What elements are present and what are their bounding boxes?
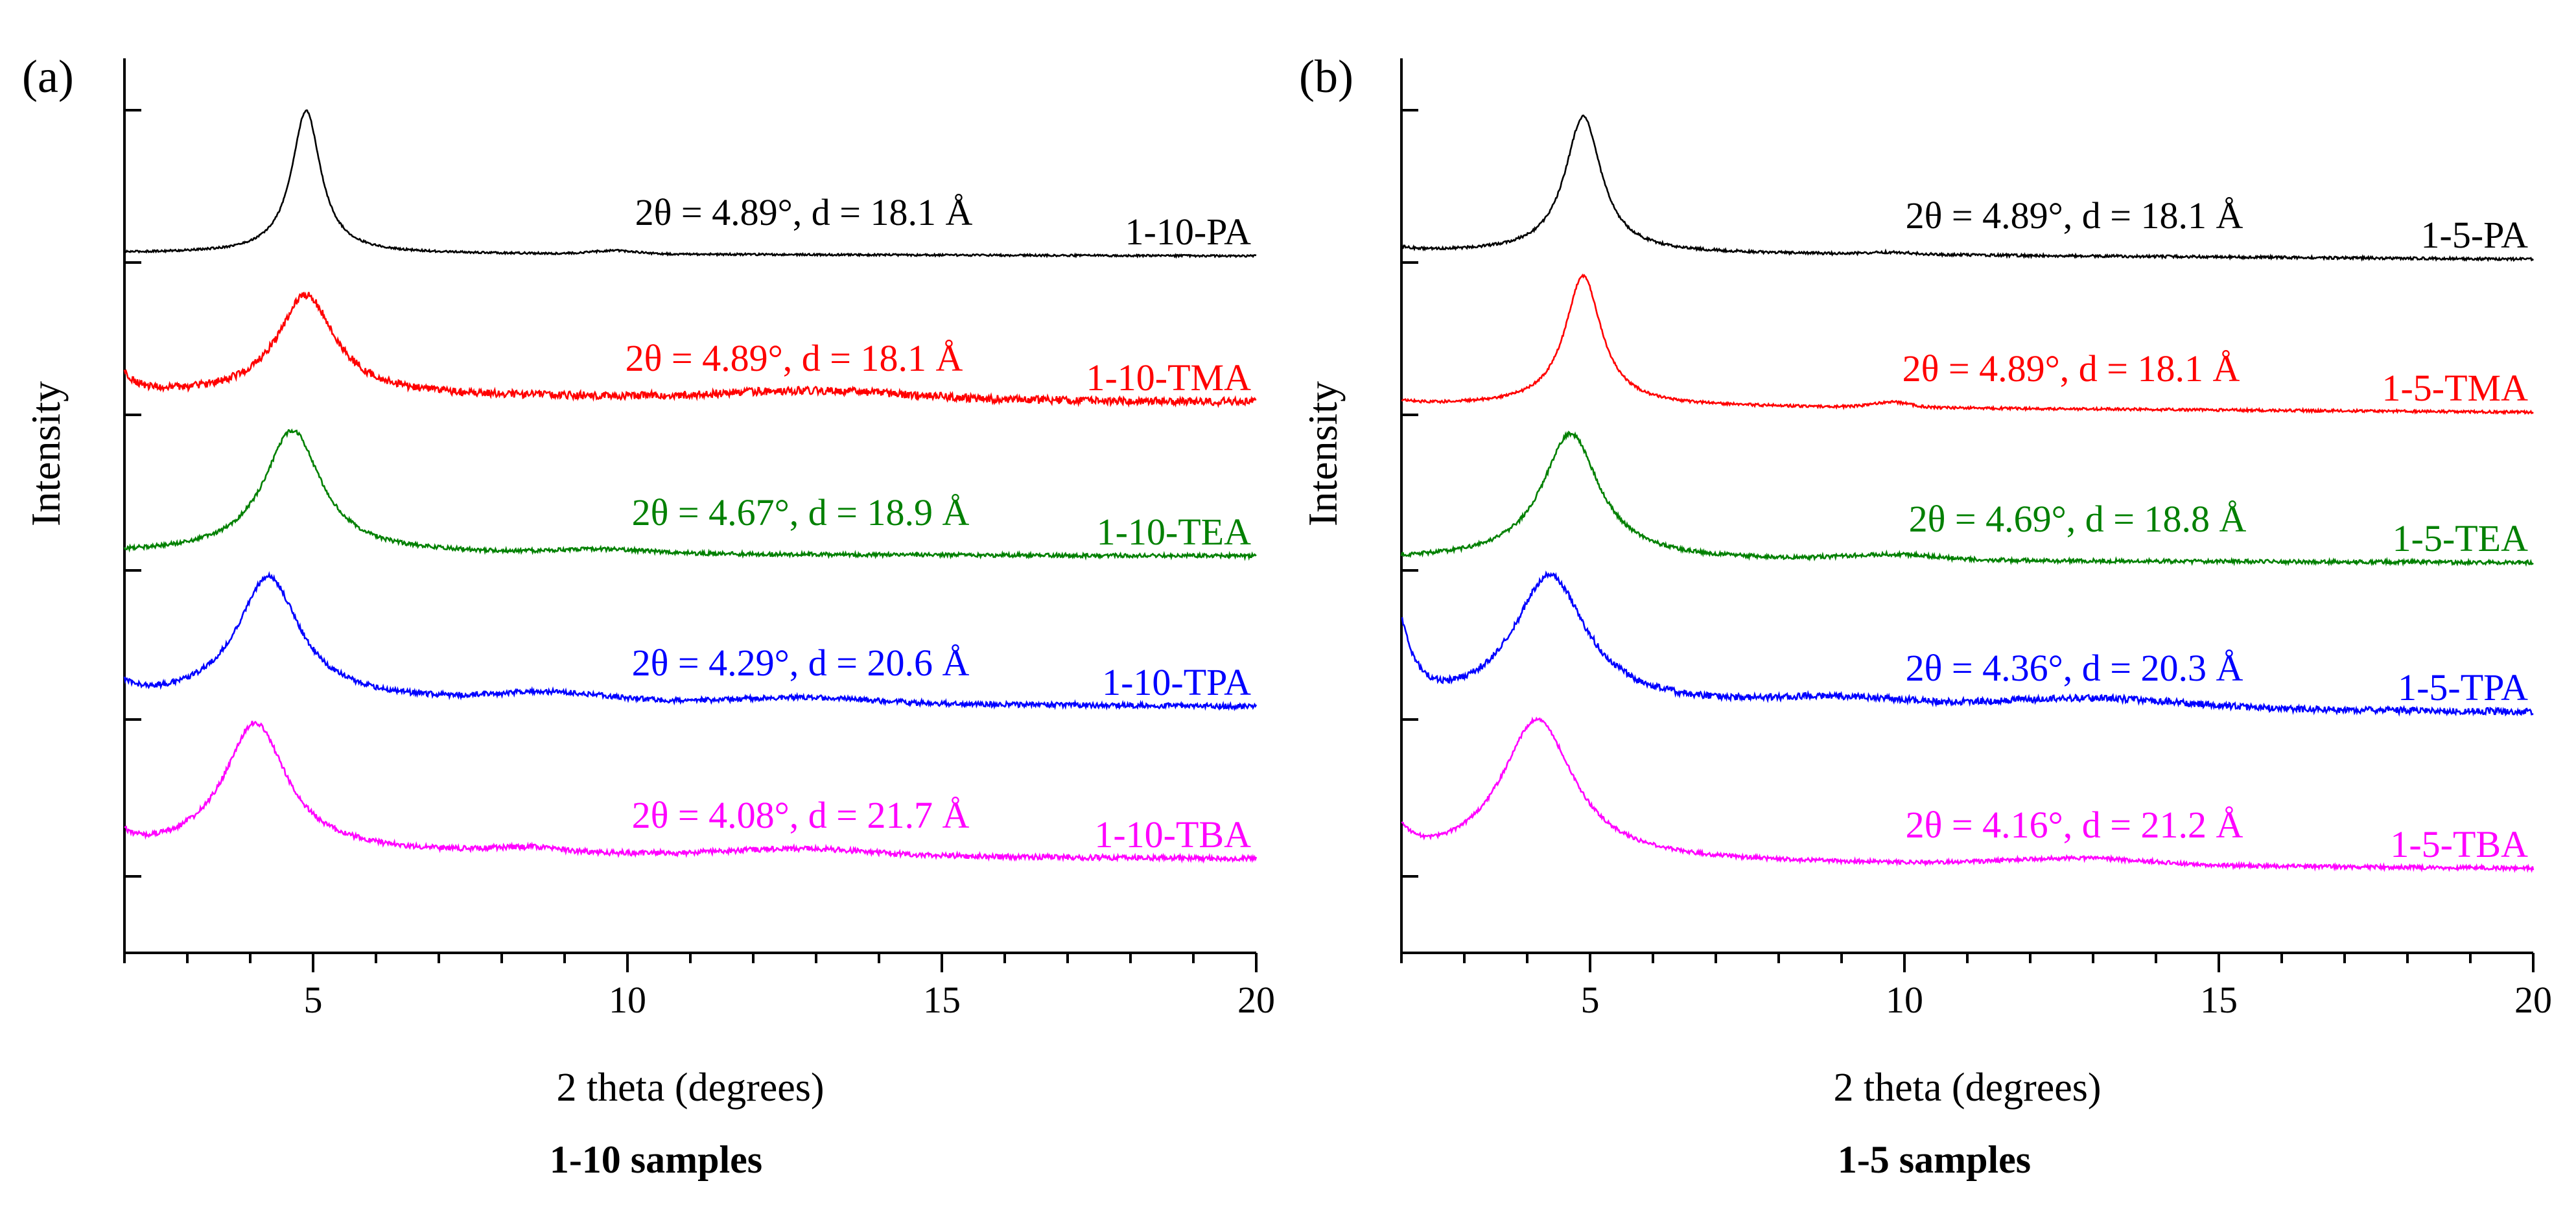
series-name-label: 1-10-PA [1125,211,1252,253]
xrd-series-line [123,428,1257,561]
xrd-series-line [124,109,1257,259]
xrd-series-line [1401,570,2534,717]
peak-annotation: 2θ = 4.89°, d = 18.1 Å [1906,194,2243,237]
peak-annotation: 2θ = 4.89°, d = 18.1 Å [1903,347,2240,390]
series-name-label: 1-10-TEA [1097,511,1251,553]
peak-annotation: 2θ = 4.36°, d = 20.3 Å [1906,647,2243,689]
x-tick-label: 15 [923,979,961,1021]
panel-a-caption: 1-10 samples [549,1138,763,1181]
y-axis-label: Intensity [1300,381,1346,526]
x-tick-label: 10 [1886,979,1923,1021]
x-tick-label: 20 [2514,979,2552,1021]
x-axis-label: 2 theta (degrees) [1833,1066,2101,1110]
x-tick-label: 20 [1237,979,1275,1021]
series-name-label: 1-5-TEA [2393,517,2528,559]
xrd-series-line [123,571,1258,712]
x-tick-label: 5 [304,979,323,1021]
x-tick-label: 15 [2200,979,2238,1021]
panel-label: (a) [22,51,74,102]
xrd-series-line [1401,716,2535,873]
y-axis-label: Intensity [23,381,69,526]
peak-annotation: 2θ = 4.67°, d = 18.9 Å [632,491,970,533]
xrd-series-line [123,292,1257,408]
series-name-label: 1-5-TMA [2382,367,2528,409]
series-name-label: 1-5-TBA [2390,823,2528,865]
xrd-series-line [124,720,1258,864]
panel-b-caption: 1-5 samples [1837,1138,2032,1181]
panel-label: (b) [1299,51,1353,102]
peak-annotation: 2θ = 4.29°, d = 20.6 Å [632,642,970,684]
peak-annotation: 2θ = 4.08°, d = 21.7 Å [632,794,970,836]
peak-annotation: 2θ = 4.16°, d = 21.2 Å [1906,804,2243,846]
series-name-label: 1-5-TPA [2398,666,2528,708]
x-tick-label: 10 [609,979,646,1021]
xrd-series-line [1401,114,2535,263]
x-axis-label: 2 theta (degrees) [556,1066,824,1110]
series-name-label: 1-5-PA [2421,214,2529,256]
series-name-label: 1-10-TMA [1086,357,1251,399]
panel-b: 5 10 15 20 2 theta (degrees) Intensity (b) 2θ =… [1299,51,2552,1110]
series-name-label: 1-10-TBA [1094,813,1251,856]
xrd-series-line [1401,273,2534,415]
peak-annotation: 2θ = 4.69°, d = 18.8 Å [1909,498,2247,540]
xrd-series-line [1400,430,2534,567]
peak-annotation: 2θ = 4.89°, d = 18.1 Å [626,337,963,379]
x-tick-label: 5 [1581,979,1600,1021]
peak-annotation: 2θ = 4.89°, d = 18.1 Å [635,191,973,233]
series-name-label: 1-10-TPA [1102,661,1251,703]
panel-a: 5 10 15 20 2 theta (degrees) Intensity (a) 2θ =… [22,51,1275,1110]
